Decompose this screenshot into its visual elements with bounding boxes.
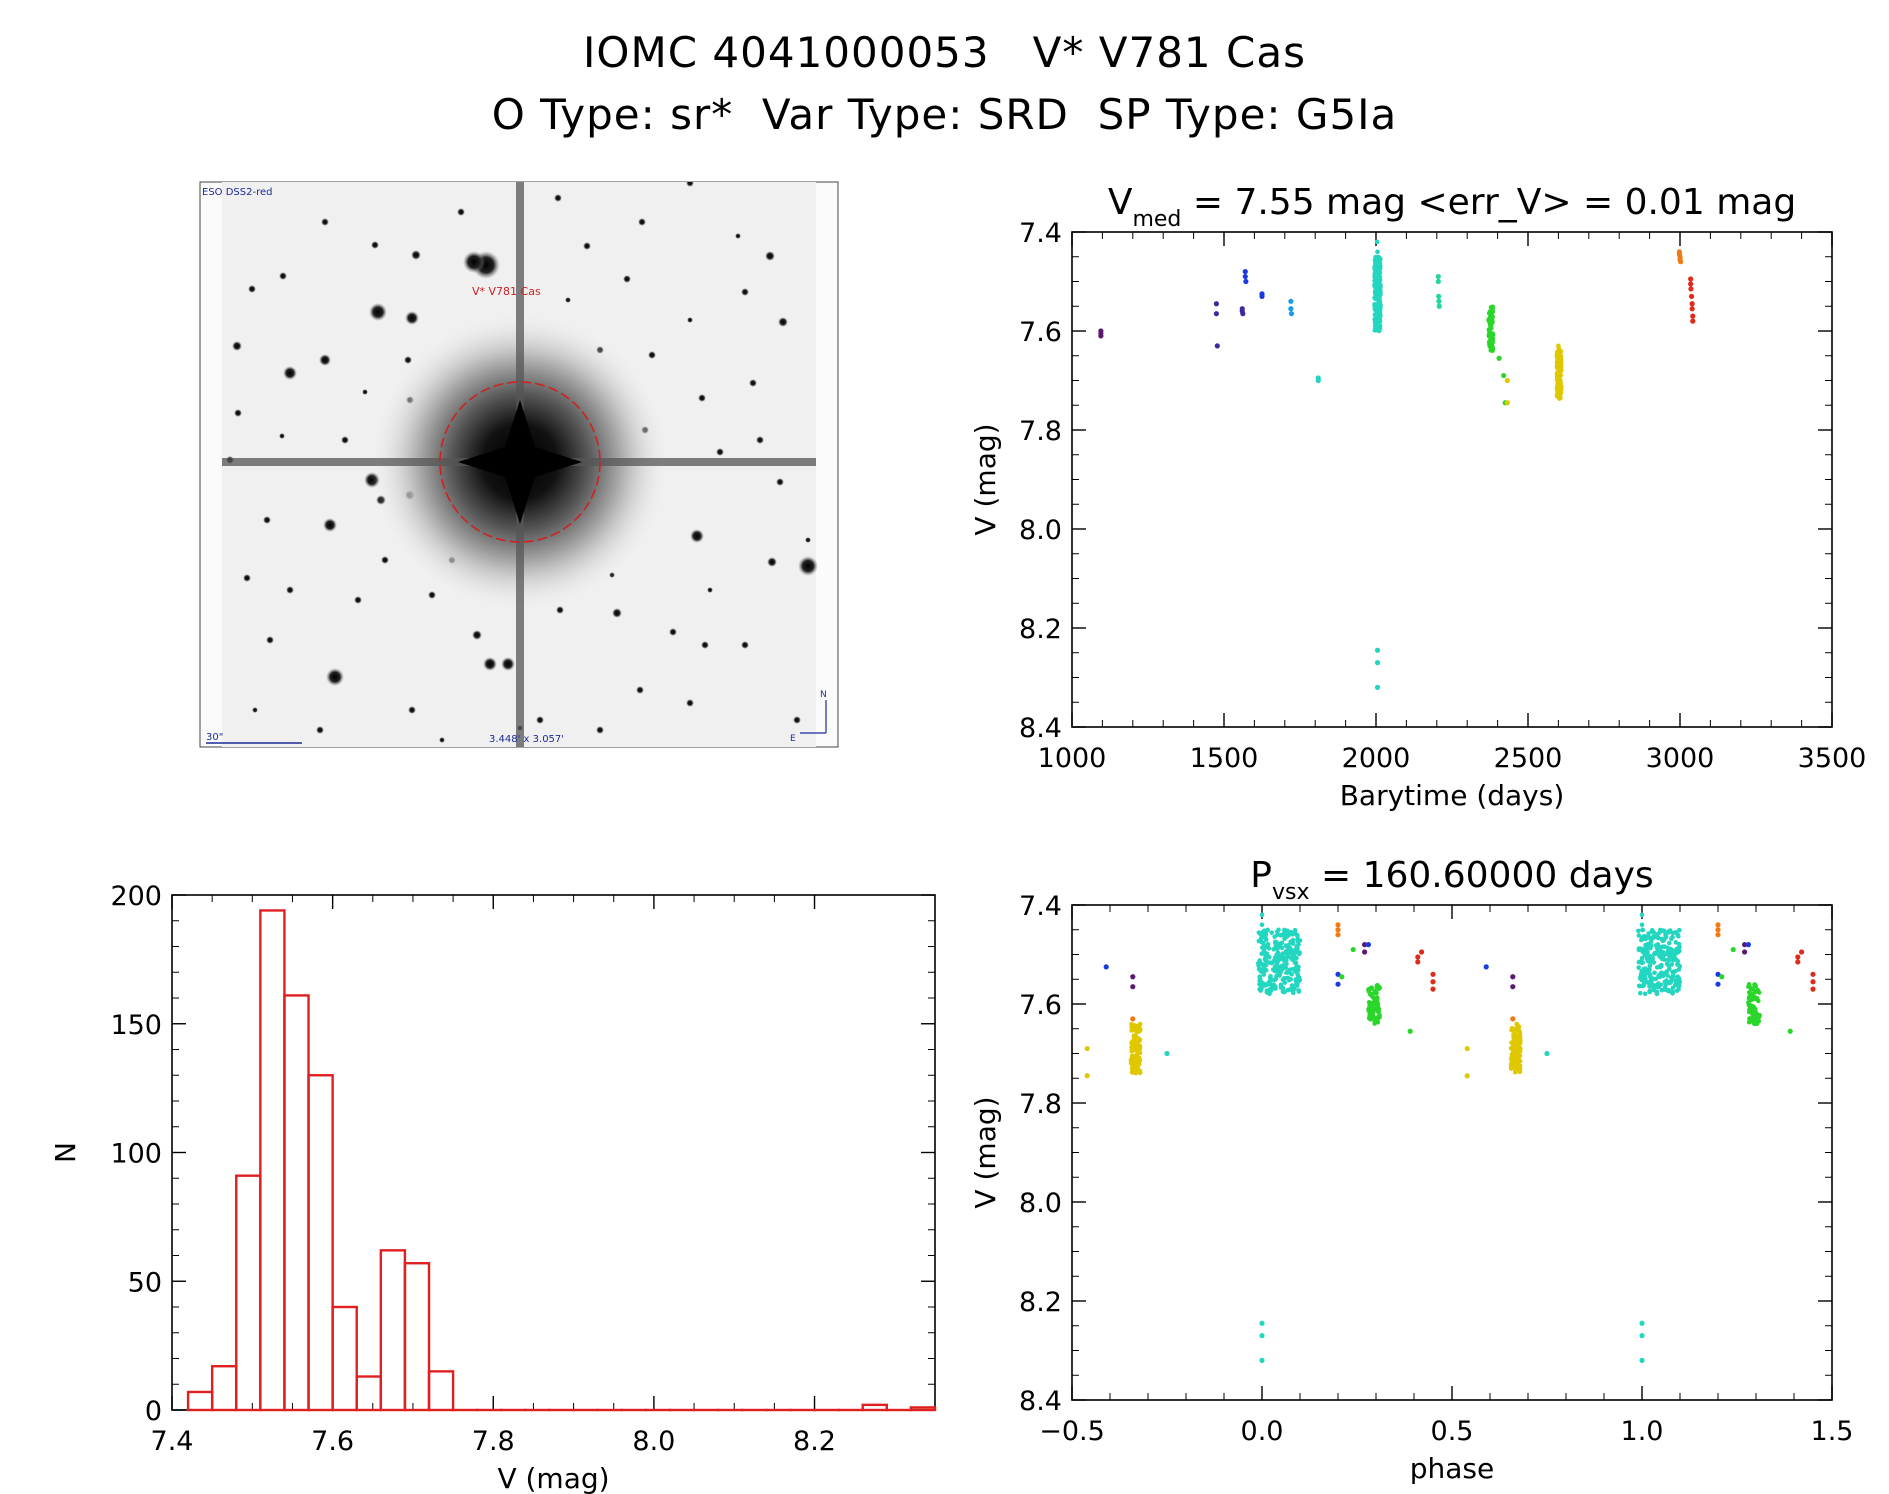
- field-star: [283, 366, 297, 380]
- field-star: [371, 241, 379, 249]
- page-title: IOMC 4041000053 V* V781 Cas: [583, 28, 1306, 77]
- field-star: [556, 606, 564, 614]
- field-star: [805, 537, 811, 543]
- field-star: [411, 250, 421, 260]
- field-star: [243, 574, 251, 582]
- field-star: [686, 699, 694, 707]
- field-star: [319, 354, 331, 366]
- field-star: [793, 716, 801, 724]
- field-star: [612, 608, 622, 618]
- field-star: [536, 716, 544, 724]
- scale-bar-label: 30": [206, 732, 223, 743]
- survey-label: ESO DSS2-red: [202, 187, 272, 198]
- field-star: [472, 630, 482, 640]
- field-star: [232, 341, 242, 351]
- field-star: [623, 275, 631, 283]
- field-star: [405, 311, 419, 325]
- field-star: [669, 628, 677, 636]
- field-star: [362, 389, 368, 395]
- field-star: [749, 379, 757, 387]
- field-star: [767, 557, 777, 567]
- field-star: [321, 218, 329, 226]
- target-label: V* V781 Cas: [472, 285, 541, 298]
- field-star: [765, 251, 775, 261]
- field-star: [741, 288, 749, 296]
- field-star: [279, 272, 287, 280]
- field-star: [735, 233, 741, 239]
- field-star: [638, 218, 646, 226]
- field-star: [636, 686, 644, 694]
- field-star: [234, 409, 242, 417]
- field-star: [776, 478, 784, 486]
- field-star: [583, 242, 591, 250]
- field-star: [716, 448, 724, 456]
- field-star: [648, 351, 656, 359]
- field-star: [798, 556, 818, 576]
- field-star: [326, 668, 344, 686]
- field-star: [263, 516, 271, 524]
- field-star: [687, 317, 693, 323]
- target-star: [458, 400, 582, 524]
- field-star: [369, 303, 387, 321]
- field-star: [698, 394, 706, 402]
- field-star: [266, 636, 274, 644]
- field-star: [686, 182, 694, 187]
- field-star: [252, 707, 258, 713]
- field-star: [565, 297, 571, 303]
- field-star: [463, 251, 485, 273]
- field-star: [596, 726, 604, 734]
- field-star: [408, 706, 416, 714]
- field-star: [690, 529, 704, 543]
- field-star: [554, 194, 562, 202]
- field-star: [501, 657, 515, 671]
- page-subtitle: O Type: sr* Var Type: SRD SP Type: G5Ia: [491, 90, 1398, 139]
- field-star: [756, 436, 764, 444]
- field-star: [354, 596, 362, 604]
- field-star: [286, 586, 294, 594]
- field-star: [341, 436, 349, 444]
- field-of-view-label: 3.448' x 3.057': [489, 734, 564, 745]
- field-star: [483, 657, 497, 671]
- field-star: [381, 556, 389, 564]
- compass-north-label: N: [820, 690, 827, 700]
- field-star: [323, 518, 337, 532]
- field-star: [457, 208, 465, 216]
- field-star: [778, 317, 788, 327]
- field-star: [248, 285, 256, 293]
- target-circle: [439, 381, 601, 543]
- field-star: [279, 433, 285, 439]
- field-star: [707, 587, 713, 593]
- field-star: [316, 726, 324, 734]
- field-star: [439, 737, 445, 743]
- compass-east-label: E: [790, 734, 796, 744]
- field-star: [701, 641, 709, 649]
- field-star: [428, 591, 436, 599]
- compass-icon: N E: [790, 690, 827, 744]
- field-star: [741, 641, 749, 649]
